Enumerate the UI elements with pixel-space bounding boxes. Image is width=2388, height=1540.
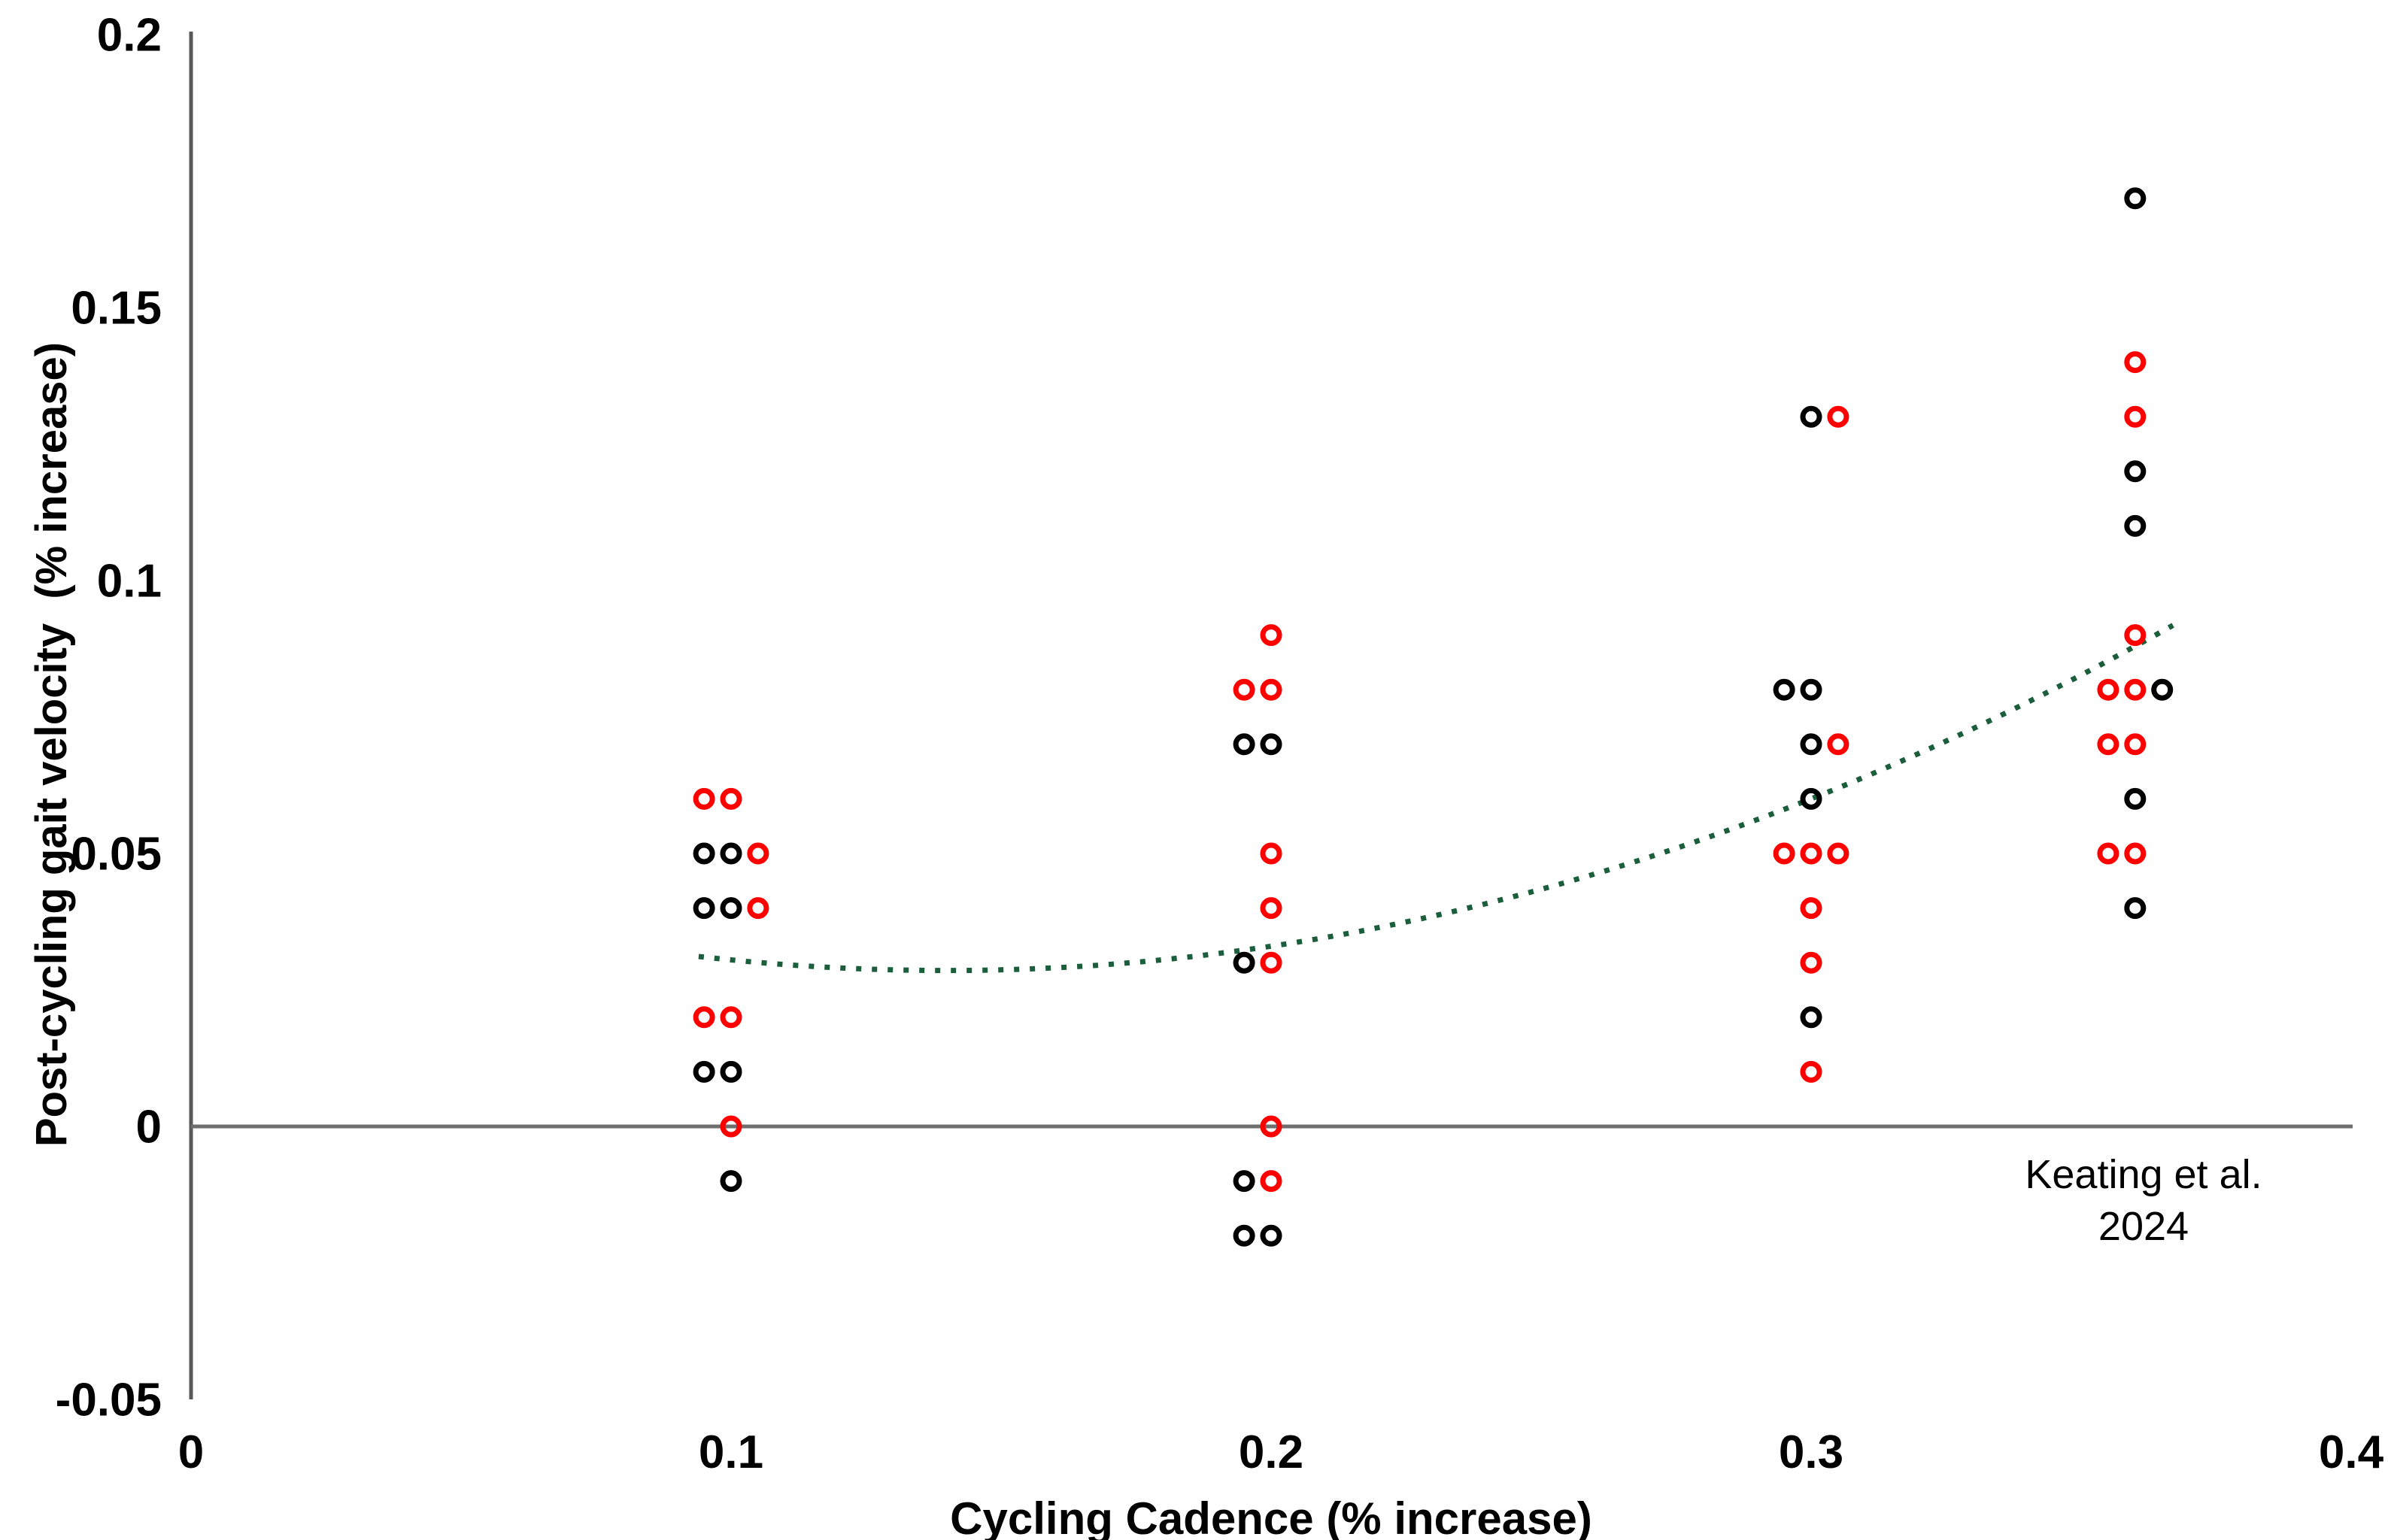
- data-point-black-circles: [2124, 460, 2147, 483]
- data-point-red-circles: [1260, 1170, 1282, 1193]
- data-point-black-circles: [2151, 678, 2174, 701]
- data-point-black-circles: [1800, 733, 1822, 756]
- data-point-red-circles: [747, 842, 769, 865]
- data-point-red-circles: [1233, 678, 1255, 701]
- data-point-black-circles: [1260, 733, 1282, 756]
- trendline: [698, 623, 2174, 974]
- data-point-red-circles: [2124, 351, 2147, 374]
- x-axis-title: Cycling Cadence (% increase): [950, 1493, 1592, 1540]
- data-point-red-circles: [1800, 951, 1822, 974]
- data-point-black-circles: [1233, 1170, 1255, 1193]
- y-tick-label: 0: [136, 1102, 162, 1153]
- data-point-black-circles: [1800, 787, 1822, 810]
- data-point-red-circles: [2124, 624, 2147, 647]
- data-point-red-circles: [2124, 405, 2147, 428]
- data-point-black-circles: [1233, 951, 1255, 974]
- data-point-black-circles: [1773, 678, 1795, 701]
- annotation-line2: 2024: [2098, 1204, 2189, 1249]
- data-point-red-circles: [2097, 733, 2119, 756]
- data-point-red-circles: [720, 1115, 742, 1138]
- data-point-red-circles: [747, 897, 769, 920]
- y-tick-labels: 0.2 0.15 0.1 0.05 0 -0.05: [56, 10, 162, 1426]
- y-tick-label: 0.2: [97, 10, 162, 62]
- y-tick-label: 0.1: [97, 556, 162, 608]
- data-point-red-circles: [1827, 405, 1849, 428]
- x-tick-label: 0: [178, 1426, 204, 1478]
- data-point-red-circles: [1260, 1115, 1282, 1138]
- data-point-black-circles: [1260, 1224, 1282, 1247]
- data-point-black-circles: [1800, 678, 1822, 701]
- y-axis: 0.2 0.15 0.1 0.05 0 -0.05 Post-cycling gait v…: [27, 10, 193, 1426]
- annotation: Keating et al. 2024: [2025, 1152, 2262, 1249]
- x-tick-label: 0.4: [2319, 1426, 2384, 1478]
- data-point-red-circles: [1800, 842, 1822, 865]
- data-point-red-circles: [2097, 678, 2119, 701]
- data-point-red-circles: [1260, 842, 1282, 865]
- data-point-red-circles: [1827, 733, 1849, 756]
- data-point-black-circles: [2124, 514, 2147, 537]
- data-point-red-circles: [720, 1006, 742, 1029]
- data-point-red-circles: [693, 787, 715, 810]
- data-point-black-circles: [720, 897, 742, 920]
- data-point-black-circles: [693, 1060, 715, 1083]
- data-point-black-circles: [1800, 405, 1822, 428]
- annotation-line1: Keating et al.: [2025, 1152, 2262, 1197]
- x-axis: 0 0.1 0.2 0.3 0.4 Cycling Cadence (% increas…: [178, 1124, 2384, 1540]
- y-axis-title: Post-cycling gait velocity (% increase): [27, 342, 76, 1147]
- y-tick-label: 0.15: [71, 283, 162, 335]
- data-point-black-circles: [693, 897, 715, 920]
- data-point-black-circles: [1800, 1006, 1822, 1029]
- data-point-red-circles: [2124, 678, 2147, 701]
- data-point-red-circles: [1800, 897, 1822, 920]
- data-point-black-circles: [720, 842, 742, 865]
- x-tick-label: 0.3: [1779, 1426, 1843, 1478]
- data-point-red-circles: [1260, 678, 1282, 701]
- data-point-red-circles: [1827, 842, 1849, 865]
- data-point-red-circles: [1260, 951, 1282, 974]
- data-point-black-circles: [693, 842, 715, 865]
- data-point-red-circles: [1800, 1060, 1822, 1083]
- data-point-red-circles: [693, 1006, 715, 1029]
- y-tick-label: -0.05: [56, 1375, 162, 1426]
- data-points: [693, 187, 2174, 1247]
- data-point-red-circles: [2124, 842, 2147, 865]
- data-point-black-circles: [720, 1060, 742, 1083]
- data-point-red-circles: [720, 787, 742, 810]
- data-point-black-circles: [2124, 787, 2147, 810]
- data-point-red-circles: [1773, 842, 1795, 865]
- data-point-black-circles: [1233, 1224, 1255, 1247]
- data-point-red-circles: [1260, 897, 1282, 920]
- x-tick-label: 0.1: [699, 1426, 763, 1478]
- data-point-black-circles: [2124, 187, 2147, 210]
- data-point-black-circles: [1233, 733, 1255, 756]
- data-point-black-circles: [2124, 897, 2147, 920]
- data-point-red-circles: [1260, 624, 1282, 647]
- data-point-red-circles: [2124, 733, 2147, 756]
- data-point-red-circles: [2097, 842, 2119, 865]
- x-tick-label: 0.2: [1239, 1426, 1303, 1478]
- data-point-black-circles: [720, 1170, 742, 1193]
- y-tick-label: 0.05: [71, 829, 162, 881]
- x-tick-labels: 0 0.1 0.2 0.3 0.4: [178, 1426, 2384, 1478]
